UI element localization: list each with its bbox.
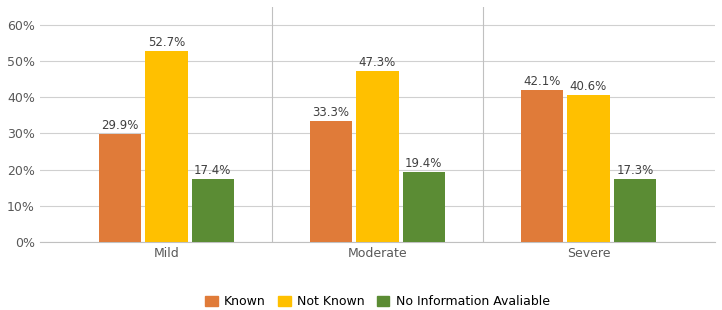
Bar xyxy=(614,179,656,242)
Bar xyxy=(403,172,445,242)
Text: 47.3%: 47.3% xyxy=(359,56,396,69)
Legend: Known, Not Known, No Information Avaliable: Known, Not Known, No Information Avaliab… xyxy=(200,290,554,310)
Bar xyxy=(567,95,609,242)
Text: 33.3%: 33.3% xyxy=(313,106,349,119)
Text: 19.4%: 19.4% xyxy=(405,157,443,170)
Bar xyxy=(357,71,399,242)
Text: 40.6%: 40.6% xyxy=(570,80,607,93)
Bar xyxy=(521,90,563,242)
Bar xyxy=(192,179,234,242)
Bar xyxy=(310,122,352,242)
Text: 29.9%: 29.9% xyxy=(101,119,139,132)
Bar xyxy=(99,134,141,242)
Text: 42.1%: 42.1% xyxy=(523,74,561,87)
Bar xyxy=(145,51,188,242)
Text: 52.7%: 52.7% xyxy=(148,36,185,49)
Text: 17.3%: 17.3% xyxy=(617,164,653,177)
Text: 17.4%: 17.4% xyxy=(194,164,232,177)
